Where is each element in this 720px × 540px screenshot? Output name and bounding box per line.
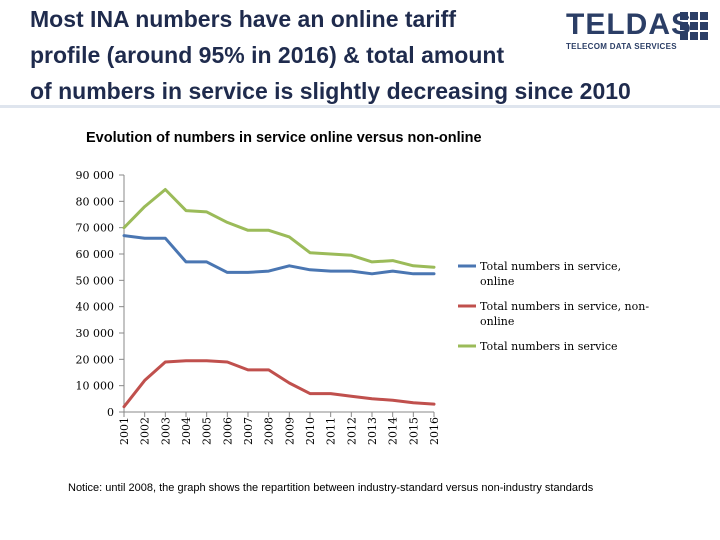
y-tick-label: 10 000	[76, 380, 115, 393]
x-tick-label: 2008	[263, 417, 276, 445]
line-chart: 0 10 000 20 000 30 000 40 000 50 000 60 000 70 …	[76, 169, 650, 445]
logo-wordmark: TELDAS	[566, 8, 692, 41]
x-tick-label: 2007	[242, 417, 255, 445]
x-tick-label: 2014	[387, 417, 400, 445]
x-tick-label: 2001	[118, 417, 131, 445]
x-tick-label: 2002	[139, 417, 152, 445]
logo-grid-icon	[680, 12, 708, 40]
logo-subtitle: TELECOM DATA SERVICES	[566, 42, 677, 51]
slide-title-line-3: of numbers in service is slightly decrea…	[30, 78, 631, 104]
y-tick-label: 60 000	[76, 248, 115, 261]
x-tick-label: 2010	[304, 417, 317, 445]
series-line-1	[122, 234, 436, 276]
x-tick-label: 2005	[201, 417, 214, 445]
y-tick-label: 50 000	[76, 274, 115, 287]
y-tick-label: 40 000	[76, 301, 115, 314]
slide-title-line-1: Most INA numbers have an online tariff	[30, 6, 456, 32]
y-tick-label: 30 000	[76, 327, 115, 340]
slide-title-line-2: profile (around 95% in 2016) & total amo…	[30, 42, 505, 68]
y-tick-label: 80 000	[76, 195, 115, 208]
legend-label: Total numbers in service, non-online	[480, 300, 649, 328]
y-tick-label: 20 000	[76, 353, 115, 366]
x-tick-label: 2009	[283, 417, 296, 445]
x-tick-label: 2003	[159, 417, 172, 445]
notice-text: Notice: until 2008, the graph shows the …	[68, 482, 594, 494]
y-tick-label: 90 000	[76, 169, 115, 182]
series-line-2	[122, 359, 436, 409]
chart-title: Evolution of numbers in service online v…	[86, 130, 482, 146]
legend-label: Total numbers in service, online	[480, 260, 621, 288]
x-tick-label: 2004	[180, 417, 193, 445]
y-tick-label: 70 000	[76, 222, 115, 235]
x-tick-label: 2006	[221, 417, 234, 445]
x-tick-label: 2015	[407, 417, 420, 445]
y-tick-label: 0	[107, 406, 114, 419]
x-tick-label: 2016	[428, 417, 441, 445]
teldas-logo: TELDAS TELECOM DATA SERVICES	[558, 6, 716, 56]
x-tick-label: 2013	[366, 417, 379, 445]
x-tick-label: 2012	[345, 417, 358, 445]
slide-header: Most INA numbers have an online tariff p…	[0, 0, 720, 108]
series-line-3	[122, 188, 436, 269]
x-tick-label: 2011	[325, 417, 338, 445]
legend-label: Total numbers in service	[480, 340, 618, 353]
